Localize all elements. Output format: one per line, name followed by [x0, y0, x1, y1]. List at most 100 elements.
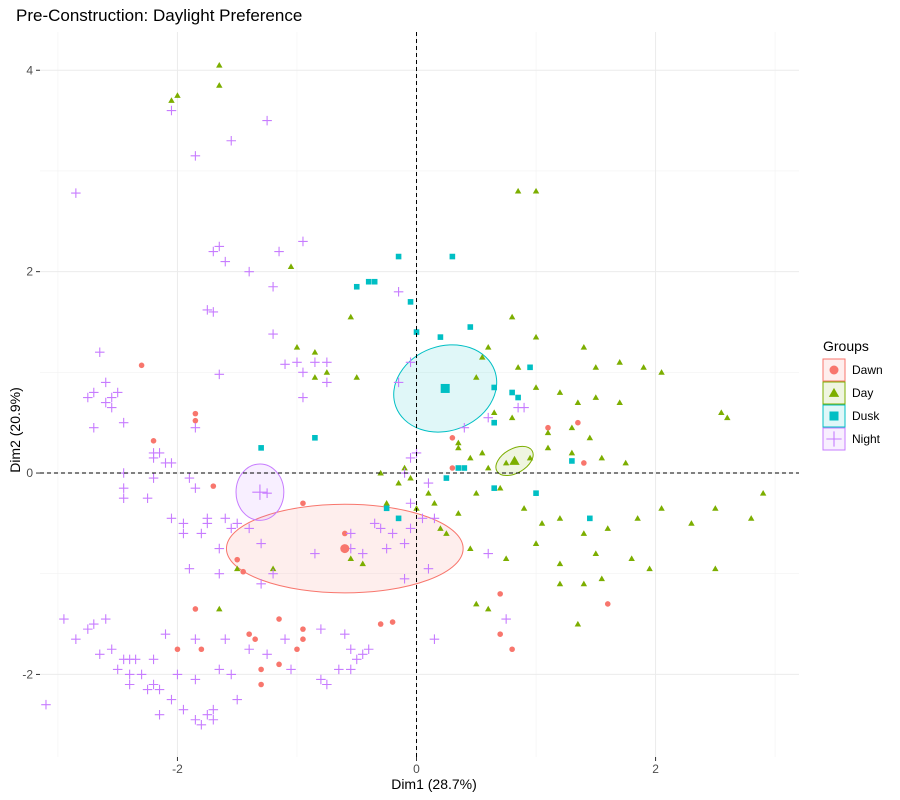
point-dusk: [455, 465, 462, 471]
legend-key-symbol: [828, 387, 840, 397]
point-night: [405, 357, 416, 368]
point-night: [268, 281, 278, 292]
point-night: [214, 543, 225, 554]
centroid-day: [509, 455, 520, 465]
point-dawn: [294, 646, 300, 653]
point-night: [124, 669, 135, 680]
point-day: [544, 444, 552, 451]
legend-key-symbol: [829, 411, 839, 421]
point-dusk: [491, 419, 498, 426]
point-day: [688, 520, 695, 526]
point-night: [214, 568, 225, 579]
point-day: [216, 605, 223, 612]
point-dawn: [198, 646, 205, 653]
point-night: [71, 188, 81, 198]
point-day: [425, 489, 432, 496]
point-night: [381, 543, 392, 554]
point-dusk: [515, 394, 521, 401]
point-day: [287, 263, 295, 270]
point-day: [395, 479, 402, 486]
point-night: [429, 513, 440, 524]
point-dawn: [192, 606, 199, 612]
point-night: [190, 674, 201, 685]
series-dawn: [138, 362, 611, 688]
point-night: [166, 105, 177, 116]
point-dusk: [491, 485, 498, 491]
point-night: [89, 422, 99, 433]
point-night: [220, 634, 231, 644]
point-night: [142, 684, 153, 695]
point-dawn: [276, 661, 282, 668]
group-centroids: [252, 383, 520, 554]
point-day: [401, 464, 408, 471]
point-day: [323, 369, 331, 375]
point-night: [166, 458, 177, 468]
point-night: [208, 704, 219, 715]
point-day: [538, 520, 546, 526]
point-night: [100, 377, 111, 388]
point-night: [89, 387, 99, 398]
legend-item-dusk: Dusk: [822, 404, 880, 428]
point-day: [311, 348, 319, 355]
point-dawn: [389, 619, 396, 625]
point-night: [274, 246, 284, 257]
point-night: [154, 709, 165, 720]
point-night: [208, 246, 219, 257]
point-dawn: [604, 601, 611, 607]
point-night: [190, 714, 201, 725]
point-night: [298, 392, 308, 403]
point-day: [455, 510, 462, 516]
legend-title: Groups: [823, 338, 869, 354]
point-dawn: [341, 530, 348, 537]
point-day: [514, 364, 522, 370]
point-dusk: [407, 299, 414, 305]
point-day: [616, 399, 623, 405]
point-night: [357, 548, 368, 559]
point-night: [286, 664, 296, 675]
point-night: [298, 236, 308, 247]
point-day: [520, 505, 528, 511]
point-day: [526, 454, 534, 461]
point-night: [106, 644, 117, 655]
point-day: [634, 515, 641, 521]
point-day: [347, 313, 354, 320]
x-tick-label: 2: [652, 762, 659, 776]
point-night: [393, 377, 404, 388]
point-dawn: [300, 626, 306, 632]
point-night: [483, 548, 493, 559]
point-night: [202, 709, 213, 720]
point-dusk: [569, 458, 575, 464]
point-night: [405, 523, 416, 534]
y-tick-label: 0: [26, 466, 33, 480]
point-night: [399, 538, 410, 549]
point-day: [485, 605, 492, 612]
point-night: [71, 634, 81, 644]
point-dusk: [509, 389, 515, 396]
point-dusk: [413, 329, 420, 335]
point-night: [41, 699, 51, 710]
series-day: [168, 62, 767, 627]
point-day: [532, 384, 540, 390]
point-day: [718, 409, 725, 416]
point-dawn: [192, 410, 199, 417]
point-night: [196, 720, 207, 730]
point-day: [658, 505, 665, 511]
axes: -2 0 2 -2 0 2 4: [22, 63, 659, 776]
point-dawn: [509, 646, 515, 653]
point-day: [431, 500, 438, 506]
point-night: [346, 664, 356, 675]
point-day: [473, 600, 480, 607]
point-night: [100, 397, 111, 408]
point-night: [196, 528, 207, 539]
centroid-dawn: [340, 544, 350, 554]
point-night: [220, 256, 231, 267]
point-day: [568, 449, 576, 456]
point-night: [112, 664, 123, 675]
point-dawn: [545, 424, 551, 431]
point-night: [148, 453, 159, 463]
point-day: [712, 505, 719, 511]
point-day: [712, 565, 719, 572]
point-day: [443, 530, 450, 536]
point-night: [501, 614, 511, 624]
